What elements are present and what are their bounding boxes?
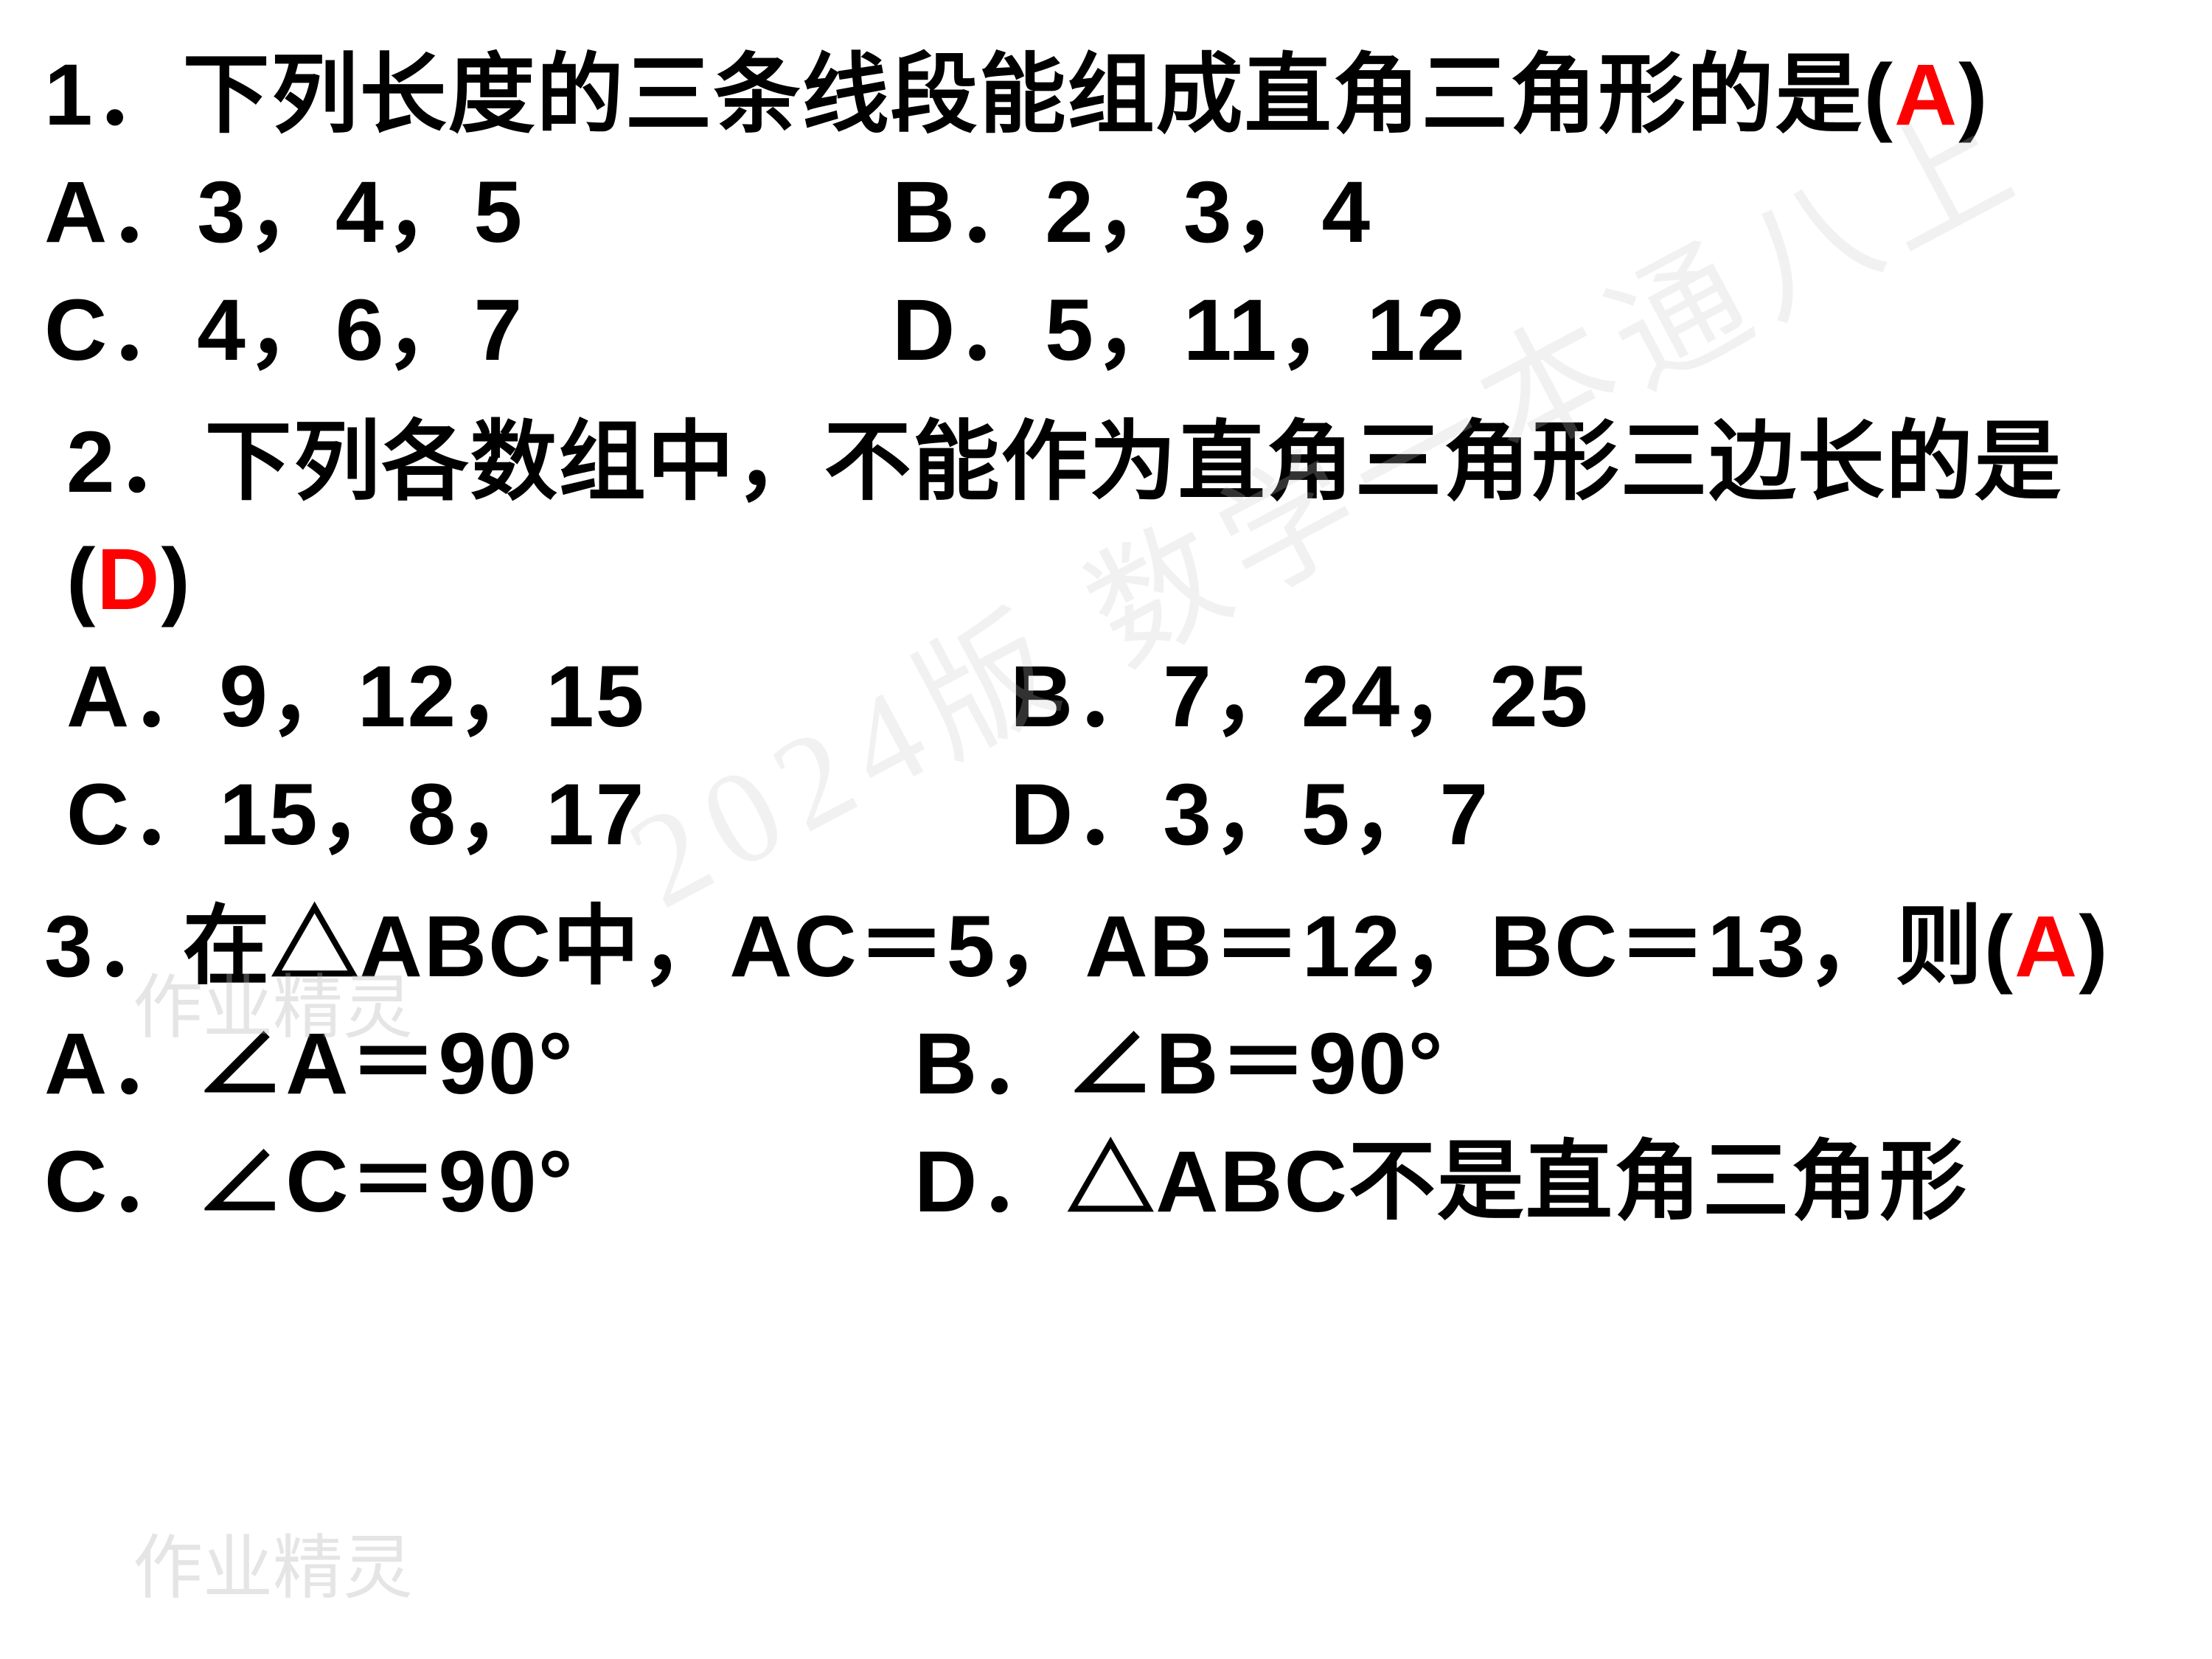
question-1-option-a: A．3，4，5 (44, 154, 892, 271)
question-3-option-d: D．△ABC不是直角三角形 (914, 1124, 2168, 1241)
question-3-option-c: C．∠C＝90° (44, 1124, 914, 1241)
question-1-option-d: D．5，11，12 (892, 272, 2168, 389)
question-2-options-row-2: C．15，8，17 D．3，5，7 (66, 757, 2168, 874)
question-1-option-c: C．4，6，7 (44, 272, 892, 389)
question-2-option-b: B．7，24，25 (1010, 639, 2168, 756)
question-3: 3．在△ABC中，AC＝5，AB＝12，BC＝13，则(A) A．∠A＝90° … (44, 888, 2168, 1241)
question-2-option-a: A．9，12，15 (66, 639, 1010, 756)
question-2-options-row-1: A．9，12，15 B．7，24，25 (66, 639, 2168, 756)
question-2: 2．下列各数组中，不能作为直角三角形三边长的是(D) A．9，12，15 B．7… (44, 404, 2168, 874)
question-1-number: 1． (44, 46, 183, 144)
question-1-option-b: B．2，3，4 (892, 154, 2168, 271)
question-2-number: 2． (66, 414, 205, 511)
question-3-option-b: B．∠B＝90° (914, 1006, 2168, 1123)
question-2-post: ) (161, 531, 192, 628)
question-3-options-row-1: A．∠A＝90° B．∠B＝90° (44, 1006, 2168, 1123)
question-1: 1．下列长度的三条线段能组成直角三角形的是(A) A．3，4，5 B．2，3，4… (44, 37, 2168, 389)
question-3-answer: A (2014, 898, 2079, 995)
question-2-stem: 2．下列各数组中，不能作为直角三角形三边长的是(D) (66, 404, 2168, 639)
question-1-stem: 1．下列长度的三条线段能组成直角三角形的是(A) (44, 37, 2168, 154)
question-3-post: ) (2079, 898, 2109, 995)
question-3-options-row-2: C．∠C＝90° D．△ABC不是直角三角形 (44, 1124, 2168, 1241)
question-1-options-row-1: A．3，4，5 B．2，3，4 (44, 154, 2168, 271)
watermark-small-2: 作业精灵 (133, 1512, 413, 1613)
question-2-answer: D (97, 531, 161, 628)
question-2-option-d: D．3，5，7 (1010, 757, 2168, 874)
question-3-text: 在△ABC中，AC＝5，AB＝12，BC＝13，则( (183, 898, 2014, 995)
question-1-post: ) (1958, 46, 1989, 144)
question-3-stem: 3．在△ABC中，AC＝5，AB＝12，BC＝13，则(A) (44, 888, 2168, 1006)
question-3-number: 3． (44, 898, 183, 995)
question-2-text: 下列各数组中，不能作为直角三角形三边长的是( (66, 414, 2063, 628)
question-1-options-row-2: C．4，6，7 D．5，11，12 (44, 272, 2168, 389)
question-1-text: 下列长度的三条线段能组成直角三角形的是( (183, 46, 1894, 144)
question-1-answer: A (1894, 46, 1958, 144)
question-2-option-c: C．15，8，17 (66, 757, 1010, 874)
question-3-option-a: A．∠A＝90° (44, 1006, 914, 1123)
